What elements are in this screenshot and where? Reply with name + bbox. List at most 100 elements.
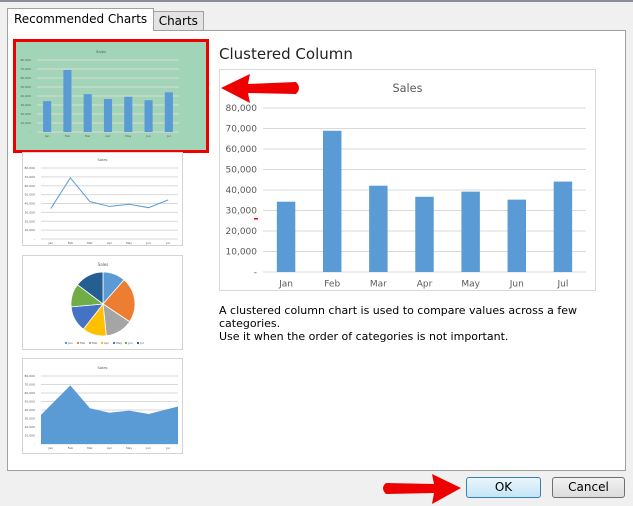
x-tick-label: Jun bbox=[145, 446, 151, 450]
chart-title: Sales bbox=[96, 50, 106, 54]
y-tick-label: 10,000 bbox=[25, 434, 36, 438]
legend-label: Apr bbox=[104, 341, 110, 345]
y-tick-label: 20,000 bbox=[21, 112, 32, 116]
y-tick-label: 50,000 bbox=[21, 85, 32, 89]
pie-slice bbox=[76, 271, 104, 305]
thumbnail-pie[interactable]: Sales Jan Feb Mar Apr May Jun Jul bbox=[22, 255, 183, 350]
y-tick-label: 70,000 bbox=[226, 125, 258, 135]
ok-button[interactable]: OK bbox=[466, 477, 541, 498]
legend-swatch bbox=[137, 342, 139, 344]
y-tick-label: 20,000 bbox=[226, 227, 258, 237]
x-tick-label: Jun bbox=[145, 241, 151, 245]
y-tick-label: 80,000 bbox=[226, 104, 258, 114]
legend-label: Jul bbox=[139, 341, 144, 345]
bar bbox=[415, 196, 434, 272]
y-tick-label: 60,000 bbox=[25, 391, 36, 395]
x-tick-label: Feb bbox=[324, 279, 340, 289]
legend-swatch bbox=[101, 342, 103, 344]
bar bbox=[369, 185, 388, 272]
x-tick-label: Mar bbox=[85, 134, 91, 138]
x-tick-label: Jul bbox=[165, 241, 170, 245]
chart-preview: Sales - 10,000 20,000 30,000 40,000 50,000 60,0… bbox=[219, 69, 596, 291]
y-tick-label: 80,000 bbox=[25, 166, 36, 170]
pie-slice bbox=[102, 279, 136, 323]
y-tick-label: 10,000 bbox=[226, 248, 258, 258]
chart-title: Sales bbox=[98, 262, 109, 267]
y-tick-label: 60,000 bbox=[21, 76, 32, 80]
x-tick-label: Jul bbox=[166, 134, 171, 138]
x-tick-label: Jun bbox=[145, 134, 151, 138]
bar bbox=[144, 100, 153, 132]
y-tick-label: 60,000 bbox=[226, 145, 258, 155]
x-tick-label: Mar bbox=[87, 241, 93, 245]
x-tick-label: May bbox=[461, 279, 480, 289]
legend-swatch bbox=[113, 342, 115, 344]
chart-type-title: Clustered Column bbox=[219, 45, 353, 63]
y-tick-label: 20,000 bbox=[25, 425, 36, 429]
y-tick-label: 30,000 bbox=[25, 210, 36, 214]
chart-description: A clustered column chart is used to comp… bbox=[219, 304, 633, 343]
bar bbox=[164, 92, 173, 132]
clustered-column-chart: Sales - 10,000 20,000 30,000 40,000 50,000 60,0… bbox=[226, 82, 586, 289]
legend-swatch bbox=[65, 342, 67, 344]
y-tick-label: 10,000 bbox=[25, 228, 36, 232]
tab-recommended-charts[interactable]: Recommended Charts bbox=[7, 8, 155, 31]
x-tick-label: Apr bbox=[105, 134, 111, 138]
y-tick-label: 40,000 bbox=[21, 94, 32, 98]
y-tick-label: 20,000 bbox=[25, 219, 36, 223]
legend-label: Jan bbox=[67, 341, 73, 345]
thumbnail-clustered-column[interactable]: Sales - 10,000 20,000 30,000 40,000 50,000 60,0… bbox=[13, 39, 209, 153]
x-tick-label: Jun bbox=[509, 279, 524, 289]
description-line-2: Use it when the order of categories is n… bbox=[219, 330, 509, 343]
bar bbox=[507, 199, 527, 272]
y-tick-label: 40,000 bbox=[226, 186, 258, 196]
y-tick-label: 50,000 bbox=[226, 166, 258, 176]
y-tick-label: - bbox=[34, 442, 35, 446]
x-tick-label: Jan bbox=[47, 241, 53, 245]
y-tick-label: 40,000 bbox=[25, 408, 36, 412]
x-tick-label: May bbox=[126, 446, 132, 450]
column-thumbnail-chart: Sales - 10,000 20,000 30,000 40,000 50,000 60,0… bbox=[21, 50, 179, 138]
thumbnail-line[interactable]: Sales - 10,000 20,000 30,000 40,000 50,000 60,0… bbox=[22, 152, 183, 246]
x-tick-label: Apr bbox=[107, 446, 113, 450]
bar bbox=[276, 201, 296, 272]
legend-label: Mar bbox=[92, 341, 98, 345]
y-tick-label: 70,000 bbox=[25, 175, 36, 179]
y-tick-label: 50,000 bbox=[25, 400, 36, 404]
x-tick-label: Mar bbox=[87, 446, 93, 450]
red-arrow-left-icon bbox=[221, 74, 299, 103]
bar bbox=[124, 96, 133, 132]
y-tick-label: 40,000 bbox=[25, 202, 36, 206]
legend-swatch bbox=[89, 342, 91, 344]
x-tick-label: Feb bbox=[65, 134, 70, 138]
chart-title: Sales bbox=[98, 158, 108, 162]
legend-swatch bbox=[77, 342, 79, 344]
bar bbox=[103, 98, 113, 132]
y-tick-label: - bbox=[34, 237, 35, 241]
cancel-button[interactable]: Cancel bbox=[552, 477, 625, 498]
y-tick-label: 10,000 bbox=[21, 121, 32, 125]
area-series bbox=[41, 385, 178, 444]
x-tick-label: Feb bbox=[68, 241, 73, 245]
legend-label: Jun bbox=[127, 341, 133, 345]
red-mark bbox=[254, 218, 258, 220]
y-tick-label: 30,000 bbox=[25, 417, 36, 421]
y-tick-label: 80,000 bbox=[25, 374, 36, 378]
x-tick-label: May bbox=[126, 241, 132, 245]
x-tick-label: Apr bbox=[417, 279, 433, 289]
window-top-border bbox=[0, 0, 633, 2]
bar bbox=[63, 69, 72, 132]
y-tick-label: - bbox=[254, 268, 257, 278]
x-tick-label: Jul bbox=[556, 279, 568, 289]
x-tick-label: May bbox=[125, 134, 131, 138]
bar bbox=[553, 181, 573, 272]
pie-thumbnail-chart: Sales Jan Feb Mar Apr May Jun Jul bbox=[65, 262, 144, 345]
bar bbox=[43, 101, 52, 132]
chart-title: Sales bbox=[98, 366, 108, 370]
legend-swatch bbox=[125, 342, 127, 344]
y-tick-label: 70,000 bbox=[25, 383, 36, 387]
bar bbox=[461, 191, 480, 272]
y-tick-label: 60,000 bbox=[25, 184, 36, 188]
thumbnail-area[interactable]: Sales - 10,000 20,000 30,000 40,000 50,000 60,0… bbox=[22, 358, 183, 454]
x-tick-label: Jan bbox=[278, 279, 293, 289]
